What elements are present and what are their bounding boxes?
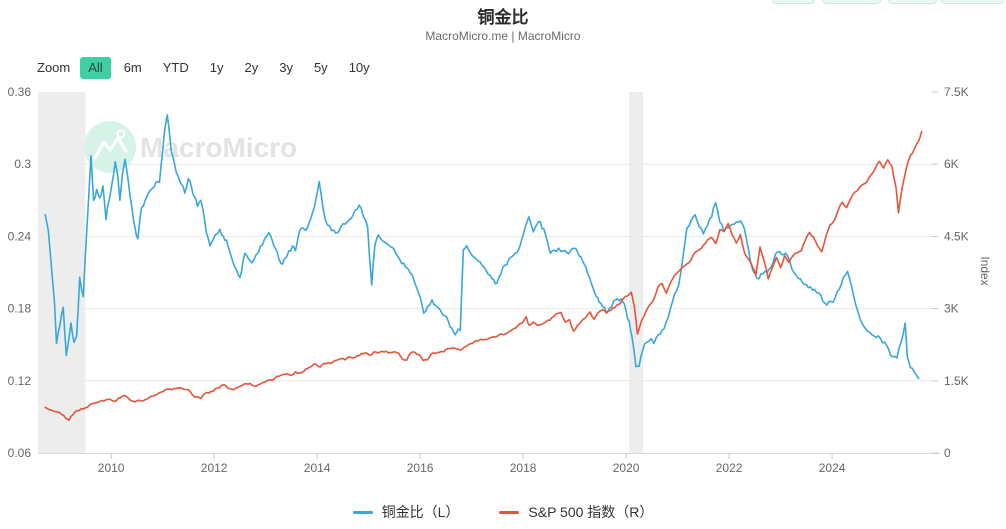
legend-dash-icon	[352, 510, 373, 514]
macromicro-logo-mountain-icon	[93, 136, 128, 160]
recession-band	[629, 92, 644, 453]
y-axis-tick-label-right: 4.5K	[944, 229, 969, 243]
zoom-range-button-ytd[interactable]: YTD	[155, 57, 197, 79]
zoom-range-button-3y[interactable]: 3y	[271, 57, 301, 79]
legend-item-sp500[interactable]: S&P 500 指数（R）	[499, 502, 653, 522]
watermark-text: MacroMicro	[140, 132, 297, 163]
y-axis-tick-label-right: 1.5K	[944, 374, 969, 388]
macromicro-logo-icon	[84, 121, 136, 173]
zoom-label: Zoom	[37, 60, 71, 76]
chart-canvas[interactable]: 2010 2012 2014 2016 2018 2020 2022 2024 0.06 0.12…	[0, 0, 1006, 490]
x-axis-tick-label: 2010	[98, 461, 125, 475]
y-axis-tick-label-left: 0.24	[8, 229, 32, 243]
y-axis-tick-label-right: 6K	[944, 157, 959, 171]
y-axis-tick-label-right: 3K	[944, 302, 959, 316]
y-axis-tick-label-right: 7.5K	[944, 85, 969, 99]
zoom-range-button-1y[interactable]: 1y	[202, 57, 232, 79]
y-axis-tick-label-left: 0.36	[8, 85, 32, 99]
x-axis-tick-label: 2012	[201, 461, 228, 475]
legend-label: S&P 500 指数（R）	[528, 504, 654, 520]
zoom-range-button-2y[interactable]: 2y	[236, 57, 266, 79]
legend-dash-icon	[499, 510, 520, 514]
right-axis-title: Index	[978, 256, 992, 285]
zoom-range-button-5y[interactable]: 5y	[306, 57, 336, 79]
x-axis-tick-label: 2016	[407, 461, 434, 475]
legend-item-copper-gold-ratio[interactable]: 铜金比（L）	[352, 502, 460, 522]
legend-label: 铜金比（L）	[381, 504, 460, 520]
zoom-toolbar: Zoom All 6m YTD 1y 2y 3y 5y 10y	[37, 57, 378, 79]
zoom-range-button-all[interactable]: All	[80, 57, 111, 79]
y-axis-tick-label-right: 0	[944, 446, 951, 460]
zoom-range-button-6m[interactable]: 6m	[116, 57, 150, 79]
y-axis-tick-label-left: 0.06	[8, 446, 32, 460]
chart-legend: 铜金比（L） S&P 500 指数（R）	[0, 502, 1006, 522]
x-axis-tick-label: 2014	[304, 461, 331, 475]
x-axis-tick-label: 2022	[716, 461, 743, 475]
y-axis-tick-label-left: 0.3	[14, 157, 31, 171]
y-axis-tick-label-left: 0.12	[8, 374, 32, 388]
series-line-sp500[interactable]	[44, 130, 923, 422]
chart-subtitle: MacroMicro.me | MacroMicro	[425, 29, 581, 43]
macromicro-logo-dot-icon	[116, 129, 126, 139]
zoom-range-button-10y[interactable]: 10y	[341, 57, 378, 79]
y-axis-tick-label-left: 0.18	[8, 302, 32, 316]
x-axis-tick-label: 2018	[510, 461, 537, 475]
recession-band	[38, 92, 86, 453]
x-axis-tick-label: 2020	[613, 461, 640, 475]
series-line-copper-gold-ratio[interactable]	[44, 114, 920, 380]
x-axis-tick-label: 2024	[819, 461, 846, 475]
chart-title: 铜金比	[477, 8, 529, 27]
